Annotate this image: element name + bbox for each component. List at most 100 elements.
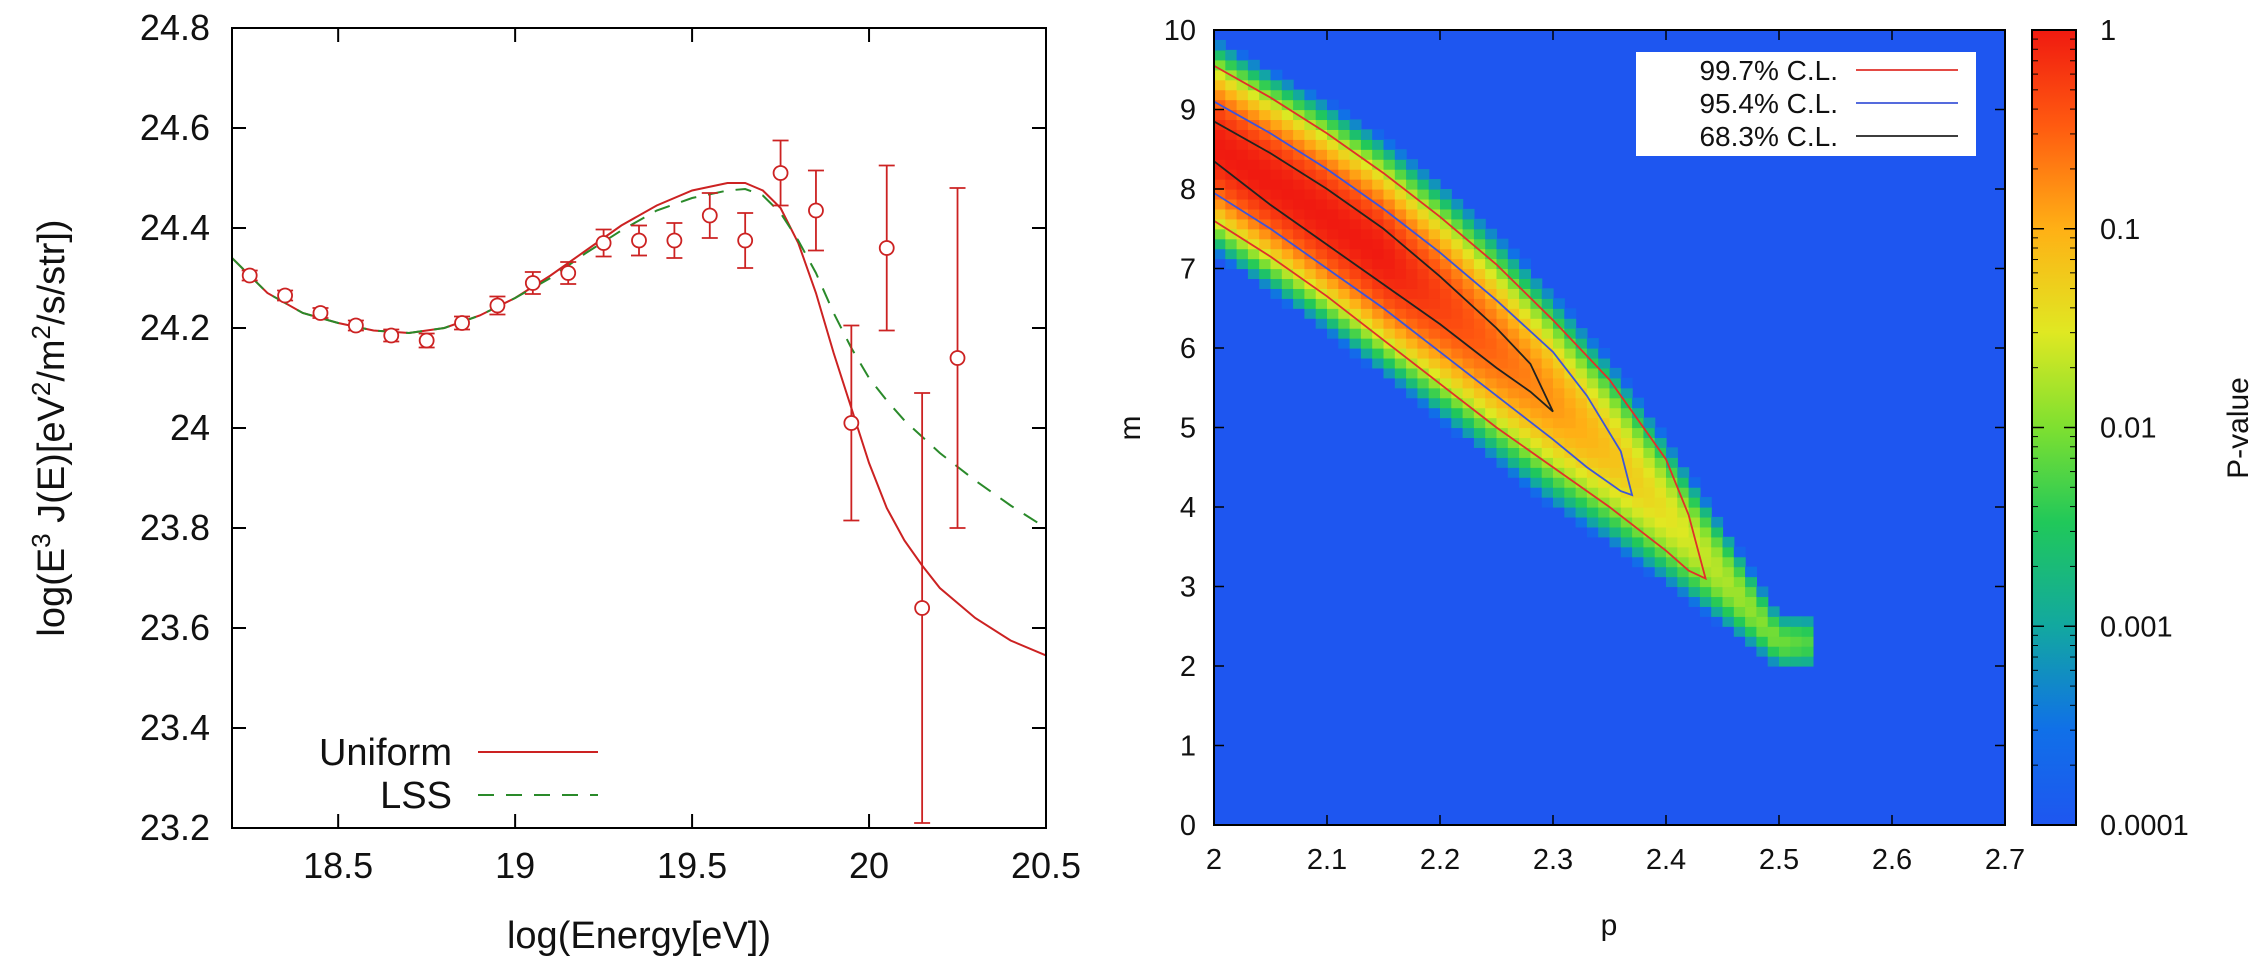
heatmap-cell <box>1519 367 1531 379</box>
heatmap-cell <box>1586 457 1599 468</box>
heatmap-cell <box>1496 387 1509 399</box>
heatmap-cell <box>1620 437 1633 448</box>
heatmap-cell <box>1643 516 1656 528</box>
heatmap-cell <box>1519 467 1531 478</box>
heatmap-cell <box>1711 596 1724 607</box>
heatmap-cell <box>1349 328 1362 339</box>
heatmap-cell <box>1496 338 1509 349</box>
heatmap-cell <box>1575 338 1588 349</box>
heatmap-cell <box>1632 497 1644 508</box>
heatmap-cell <box>1530 278 1543 289</box>
heatmap-cell <box>1428 357 1441 369</box>
heatmap-cell <box>1564 377 1577 389</box>
heatmap-cell <box>1745 606 1757 617</box>
heatmap-cell <box>1756 646 1769 657</box>
heatmap-cell <box>1417 328 1430 339</box>
heatmap-cell <box>1496 308 1509 319</box>
colorbar-tick-label: 0.01 <box>2100 413 2156 445</box>
heatmap-cell <box>1406 387 1418 399</box>
heatmap-cell <box>1541 467 1554 478</box>
heatmap-cell <box>1564 348 1577 359</box>
heatmap-cell <box>1270 258 1283 270</box>
heatmap-cell <box>1519 397 1531 409</box>
data-point <box>418 332 435 349</box>
heatmap-cell <box>1654 467 1667 478</box>
heatmap-cell <box>1530 487 1543 498</box>
heatmap-cell <box>1440 357 1452 369</box>
uniform-curve <box>232 182 1046 657</box>
heatmap-cell <box>1360 318 1373 329</box>
heatmap-cell <box>1507 298 1520 309</box>
heatmap-cell <box>1473 278 1486 289</box>
heatmap-cell <box>1586 437 1599 448</box>
heatmap-cell <box>1451 367 1464 379</box>
heatmap-cell <box>1779 626 1791 637</box>
heatmap-cell <box>1756 636 1769 647</box>
heatmap-cell <box>1315 139 1328 150</box>
heatmap-cell <box>1462 397 1475 409</box>
heatmap-cell <box>1360 238 1373 250</box>
heatmap-cell <box>1541 417 1554 429</box>
heatmap-cell <box>1451 397 1464 409</box>
heatmap-cell <box>1349 238 1362 250</box>
y-tick-label: 23.2 <box>140 807 210 848</box>
data-point <box>489 297 506 314</box>
heatmap-cell <box>1575 437 1588 448</box>
x-tick-label: 2.3 <box>1533 844 1573 876</box>
heatmap-cell <box>1315 109 1328 121</box>
heatmap-cell <box>1327 278 1339 289</box>
heatmap-cell <box>1688 556 1701 568</box>
heatmap-cell <box>1236 49 1249 61</box>
heatmap-cell <box>1451 278 1464 289</box>
heatmap-cell <box>1417 258 1430 270</box>
legend-entry-label: 68.3% C.L. <box>1699 121 1838 152</box>
heatmap-cell <box>1620 417 1633 429</box>
heatmap-cell <box>1247 159 1260 170</box>
x-tick-label: 20 <box>849 845 889 886</box>
heatmap-cell <box>1451 238 1464 250</box>
heatmap-cell <box>1586 338 1599 349</box>
heatmap-cell <box>1304 208 1317 220</box>
heatmap-cell <box>1575 387 1588 399</box>
heatmap-cell <box>1609 477 1622 488</box>
heatmap-cell <box>1383 258 1396 270</box>
heatmap-cell <box>1360 248 1373 260</box>
heatmap-cell <box>1711 566 1724 578</box>
heatmap-cell <box>1236 149 1249 160</box>
heatmap-cell <box>1428 377 1441 389</box>
heatmap-cell <box>1530 427 1543 439</box>
x-tick-label: 2.2 <box>1420 844 1460 876</box>
heatmap-cell <box>1236 198 1249 210</box>
heatmap-cell <box>1225 149 1238 160</box>
heatmap-cell <box>1394 298 1407 309</box>
heatmap-cell <box>1485 407 1498 419</box>
heatmap-cell <box>1654 457 1667 468</box>
heatmap-cell <box>1699 576 1712 588</box>
heatmap-cell <box>1428 208 1441 220</box>
heatmap-cell <box>1338 198 1351 210</box>
heatmap-cell <box>1315 208 1328 220</box>
heatmap-cell <box>1394 159 1407 170</box>
x-tick-label: 18.5 <box>303 845 373 886</box>
heatmap-cell <box>1564 427 1577 439</box>
heatmap-cell <box>1575 367 1588 379</box>
y-tick-label: 24.2 <box>140 307 210 348</box>
heatmap-cell <box>1417 357 1430 369</box>
x-tick-label: 2.5 <box>1759 844 1799 876</box>
heatmap-cell <box>1383 149 1396 160</box>
heatmap-cell <box>1247 208 1260 220</box>
heatmap-cell <box>1553 487 1565 498</box>
heatmap-cell <box>1507 397 1520 409</box>
heatmap-cell <box>1293 208 1305 220</box>
heatmap-cell <box>1259 129 1272 140</box>
heatmap-cell <box>1327 198 1339 210</box>
heatmap-cell <box>1236 89 1249 101</box>
heatmap-cell <box>1541 447 1554 458</box>
heatmap-cell <box>1473 248 1486 260</box>
heatmap-cell <box>1293 258 1305 270</box>
heatmap-cell <box>1259 218 1272 230</box>
data-point <box>949 350 966 366</box>
heatmap-cell <box>1586 407 1599 419</box>
heatmap-cell <box>1643 487 1656 498</box>
heatmap-cell <box>1722 576 1735 588</box>
